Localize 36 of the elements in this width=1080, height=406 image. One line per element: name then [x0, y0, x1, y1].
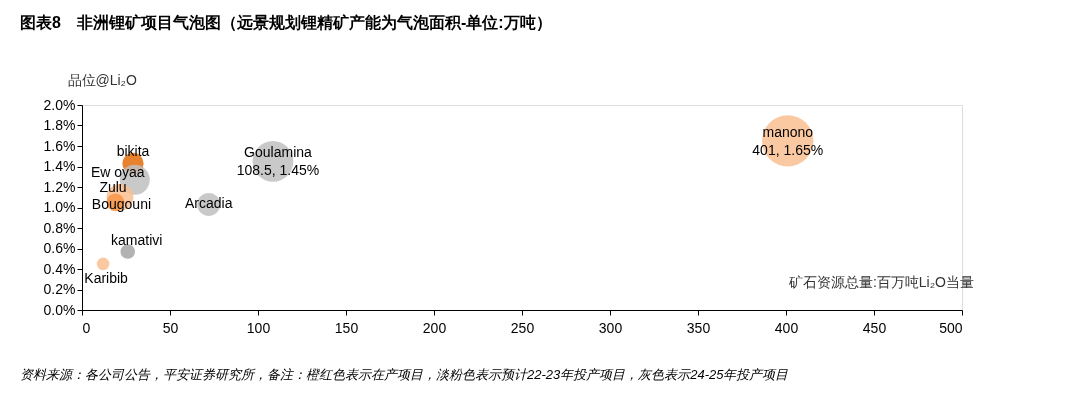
y-tick-label: 0.4% — [43, 260, 76, 277]
x-tick-label: 300 — [598, 319, 623, 336]
x-tick-label: 200 — [422, 319, 447, 336]
x-tick-label: 100 — [246, 319, 271, 336]
x-tick-label: 450 — [862, 319, 887, 336]
series-label: bikita — [116, 143, 150, 160]
y-tick-label: 1.8% — [43, 117, 76, 133]
y-tick-label: 0.0% — [43, 301, 76, 318]
y-axis-title: 品位@Li₂O — [67, 71, 138, 88]
series-label: Ew oyaa — [90, 163, 145, 180]
series-label: kamativi — [111, 231, 163, 248]
data-label: 108.5, 1.45% — [236, 162, 320, 179]
series-label: Goulamina — [244, 144, 313, 161]
x-tick-label: 400 — [774, 319, 799, 336]
y-tick-label: 0.6% — [43, 240, 76, 256]
series-label: Karibib — [84, 269, 129, 286]
x-tick-label: 50 — [162, 319, 179, 336]
y-tick-label: 1.6% — [43, 137, 76, 154]
x-tick-label: 500 — [939, 319, 963, 336]
series-label: Arcadia — [184, 195, 233, 212]
x-tick-label: 0 — [82, 319, 91, 336]
y-tick-label: 0.2% — [43, 281, 76, 297]
y-tick-label: 0.8% — [43, 219, 76, 236]
x-tick-label: 250 — [510, 319, 535, 336]
y-tick-label: 1.2% — [43, 178, 76, 195]
chart-title: 图表8 非洲锂矿项目气泡图（远景规划锂精矿产能为气泡面积-单位:万吨） — [20, 14, 552, 32]
x-tick-label: 350 — [686, 319, 711, 336]
y-tick-label: 2.0% — [43, 96, 76, 113]
series-label: manono — [762, 123, 814, 140]
text: 资料来源：各公司公告，平安证券研究所，备注：橙红色表示在产项目，淡粉色表示预计22-23年投产项目，灰色表示24-25年投产项目 — [20, 367, 789, 382]
x-axis-title: 矿石资源总量:百万吨Li₂O当量 — [787, 274, 974, 290]
x-tick-label: 150 — [334, 319, 359, 336]
y-tick-label: 1.0% — [43, 199, 76, 215]
y-tick-label: 1.4% — [43, 158, 76, 174]
data-label: 401, 1.65% — [752, 141, 824, 158]
series-label: Zulu — [99, 179, 127, 196]
